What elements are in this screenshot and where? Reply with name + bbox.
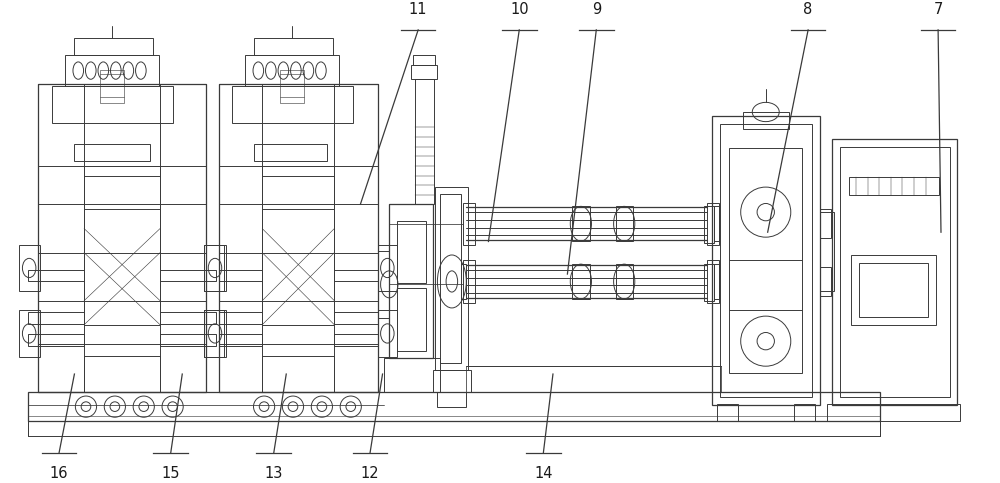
Bar [461,264,466,299]
Text: 14: 14 [534,466,553,481]
Bar [616,264,633,299]
Bar [743,112,789,129]
Bar [707,260,719,303]
Bar [820,212,834,291]
Bar [433,370,471,392]
Bar [714,264,719,299]
Bar [704,264,714,301]
Bar [466,366,721,392]
Bar [859,263,928,317]
Bar [65,55,159,86]
Bar [389,204,433,358]
Bar [28,334,84,346]
Bar [28,421,880,436]
Bar [28,270,84,282]
Bar [280,70,304,103]
Bar [820,267,831,296]
Bar [616,206,633,241]
Bar [840,147,950,397]
Bar [411,65,437,79]
Bar [84,166,160,209]
Bar [204,311,226,356]
Bar [74,38,153,55]
Bar [160,84,206,392]
Bar [413,55,435,65]
Bar [254,38,333,55]
Bar [794,404,815,421]
Bar [84,175,160,325]
Bar [832,139,957,405]
Bar [262,355,334,392]
Bar [19,245,40,291]
Text: 15: 15 [161,466,180,481]
Bar [712,116,820,405]
Bar [827,404,960,421]
Bar [572,206,590,241]
Bar [19,311,40,356]
Bar [262,175,334,325]
Bar [28,392,880,421]
Bar [334,270,378,282]
Bar [262,166,334,209]
Bar [28,313,84,324]
Bar [437,392,466,407]
Bar [219,84,378,392]
Bar [704,206,714,243]
Bar [254,144,327,161]
Bar [204,245,226,291]
Bar [232,86,353,123]
Bar [74,144,150,161]
Bar [84,355,160,392]
Text: 10: 10 [510,2,529,17]
Bar [378,245,397,291]
Bar [415,79,434,204]
Bar [729,148,802,373]
Bar [219,334,262,346]
Bar [160,313,216,324]
Text: 12: 12 [361,466,379,481]
Bar [160,334,216,346]
Bar [463,202,475,245]
Bar [245,55,339,86]
Bar [204,245,224,291]
Text: 7: 7 [933,2,943,17]
Bar [38,84,206,392]
Bar [849,177,939,195]
Bar [714,206,719,241]
Bar [334,334,378,346]
Bar [720,124,812,397]
Bar [384,358,440,392]
Text: 13: 13 [265,466,283,481]
Bar [435,187,468,370]
Bar [397,288,426,351]
Bar [572,264,590,299]
Bar [378,311,397,356]
Bar [820,209,831,238]
Text: 9: 9 [592,2,601,17]
Bar [397,221,426,284]
Bar [851,256,936,325]
Bar [463,260,475,303]
Bar [219,270,262,282]
Bar [38,84,84,392]
Bar [204,311,224,356]
Bar [219,84,262,392]
Bar [378,251,389,318]
Bar [334,313,378,324]
Text: 11: 11 [409,2,427,17]
Text: 8: 8 [803,2,813,17]
Bar [707,202,719,245]
Bar [160,270,216,282]
Text: 16: 16 [50,466,68,481]
Bar [100,70,124,103]
Bar [334,84,378,392]
Bar [440,194,461,363]
Bar [219,313,262,324]
Bar [717,404,738,421]
Bar [52,86,173,123]
